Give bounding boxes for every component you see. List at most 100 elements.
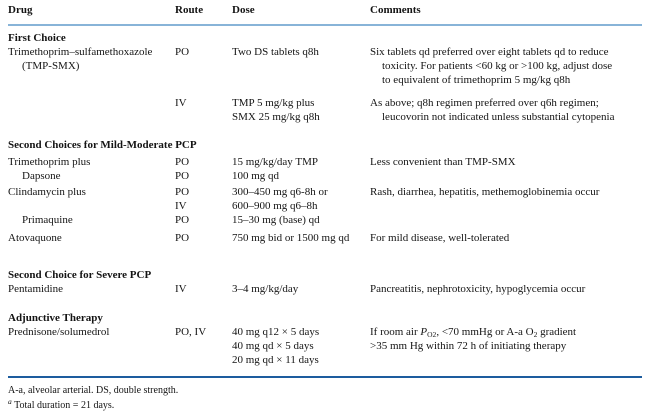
drug-name: Clindamycin plus xyxy=(8,186,86,198)
drug-name-abbrev: (TMP-SMX) xyxy=(22,60,80,72)
comment-line: If room air PO2, <70 mmHg or A-a O2 grad… xyxy=(370,325,642,339)
route-value: PO xyxy=(175,170,190,182)
route-cell: IV xyxy=(175,282,232,296)
dose-line: 20 mg qd × 11 days xyxy=(232,354,319,366)
drug-cell: Dapsone xyxy=(8,169,175,183)
comments-cell: As above; q8h regimen preferred over q6h… xyxy=(370,96,642,124)
comments-cell: For mild disease, well-tolerated xyxy=(370,231,642,245)
section-second-mild: Second Choices for Mild-Moderate PCP Tri… xyxy=(8,138,642,245)
footnote-a-text: Total duration = 21 days. xyxy=(11,400,115,411)
route-cell: PO xyxy=(175,231,232,245)
comment-line: Pancreatitis, nephrotoxicity, hypoglycem… xyxy=(370,283,586,295)
route-value: PO xyxy=(175,156,190,168)
route-value: IV xyxy=(175,283,187,295)
dose-line: SMX 25 mg/kg q8h xyxy=(232,111,320,123)
dose-line: 40 mg qd × 5 days xyxy=(232,340,314,352)
route-value: PO xyxy=(175,186,190,198)
section-first-choice: First Choice Trimethoprim–sulfamethoxazo… xyxy=(8,31,642,124)
comment-line: As above; q8h regimen preferred over q6h… xyxy=(370,97,599,109)
dose-cell: 3–4 mg/kg/day xyxy=(232,282,370,296)
col-header-drug: Drug xyxy=(8,4,33,16)
o2-subscript: 2 xyxy=(533,330,538,339)
table-row-pentamidine: Pentamidine IV 3–4 mg/kg/day Pancreatiti… xyxy=(8,282,642,296)
table-row-prednisone: Prednisone/solumedrol PO, IV 40 mg q12 ×… xyxy=(8,325,642,367)
comments-cell: Rash, diarrhea, hepatitis, methemoglobin… xyxy=(370,185,642,213)
route-value: PO xyxy=(175,46,190,58)
drug-cell: Atovaquone xyxy=(8,231,175,245)
comment-text: If room air xyxy=(370,326,421,338)
dose-line: Two DS tablets q8h xyxy=(232,46,319,58)
dose-line: 100 mg qd xyxy=(232,170,280,182)
comments-cell xyxy=(370,169,642,183)
drug-name: Primaquine xyxy=(22,214,73,226)
comment-line: Less convenient than TMP-SMX xyxy=(370,156,516,168)
dose-cell: 40 mg q12 × 5 days 40 mg qd × 5 days 20 … xyxy=(232,325,370,367)
dose-line: 40 mg q12 × 5 days xyxy=(232,326,320,338)
section-title-adjunctive: Adjunctive Therapy xyxy=(8,312,103,324)
footnote-a-marker: a xyxy=(8,397,12,406)
drug-cell xyxy=(8,96,175,124)
drug-cell: Clindamycin plus xyxy=(8,185,175,213)
table-row-dapsone: Dapsone PO 100 mg qd xyxy=(8,169,642,183)
route-value: PO, IV xyxy=(175,326,207,338)
route-cell: PO IV xyxy=(175,185,232,213)
comment-line: Six tablets qd preferred over eight tabl… xyxy=(370,46,609,58)
footnotes: A-a, alveolar arterial. DS, double stren… xyxy=(8,383,642,413)
dose-cell: Two DS tablets q8h xyxy=(232,45,370,87)
drug-name: Dapsone xyxy=(22,170,61,182)
section-title-second-severe: Second Choice for Severe PCP xyxy=(8,269,152,281)
comment-line: to equivalent of trimethoprim 5 mg/kg q8… xyxy=(382,74,571,86)
route-cell: PO xyxy=(175,169,232,183)
route-cell: IV xyxy=(175,96,232,124)
route-value: IV xyxy=(175,97,187,109)
comment-text: gradient xyxy=(537,326,577,338)
dose-cell: 300–450 mg q6-8h or 600–900 mg q6–8h xyxy=(232,185,370,213)
dose-line: 3–4 mg/kg/day xyxy=(232,283,299,295)
comment-line: leucovorin not indicated unless substant… xyxy=(382,111,615,123)
dose-cell: 750 mg bid or 1500 mg qd xyxy=(232,231,370,245)
header-rule xyxy=(8,24,642,26)
drug-name: Trimethoprim plus xyxy=(8,156,91,168)
po2-subscript: O2 xyxy=(427,330,437,339)
dose-line: 15 mg/kg/day TMP xyxy=(232,156,318,168)
comment-line: Rash, diarrhea, hepatitis, methemoglobin… xyxy=(370,186,600,198)
footnote-abbreviations: A-a, alveolar arterial. DS, double stren… xyxy=(8,385,179,396)
comment-line: toxicity. For patients <60 kg or >100 kg… xyxy=(382,60,613,72)
comment-text: , <70 mmHg or A-a O xyxy=(436,326,534,338)
col-header-comments: Comments xyxy=(370,4,421,16)
dose-cell: 15–30 mg (base) qd xyxy=(232,213,370,227)
drug-name: Atovaquone xyxy=(8,232,62,244)
table-row-primaquine: Primaquine PO 15–30 mg (base) qd xyxy=(8,213,642,227)
comments-cell: Six tablets qd preferred over eight tabl… xyxy=(370,45,642,87)
drug-name: Prednisone/solumedrol xyxy=(8,326,110,338)
dose-line: 750 mg bid or 1500 mg qd xyxy=(232,232,350,244)
dose-line: 300–450 mg q6-8h or xyxy=(232,186,328,198)
drug-cell: Prednisone/solumedrol xyxy=(8,325,175,367)
comments-cell xyxy=(370,213,642,227)
footnote-duration: a Total duration = 21 days. xyxy=(8,398,642,413)
comment-line: For mild disease, well-tolerated xyxy=(370,232,510,244)
section-title-second-mild: Second Choices for Mild-Moderate PCP xyxy=(8,139,197,151)
col-header-route: Route xyxy=(175,4,204,16)
table-row-trimethoprim: Trimethoprim plus PO 15 mg/kg/day TMP Le… xyxy=(8,155,642,169)
route-cell: PO, IV xyxy=(175,325,232,367)
drug-cell: Primaquine xyxy=(8,213,175,227)
col-header-dose: Dose xyxy=(232,4,255,16)
section-second-severe: Second Choice for Severe PCP Pentamidine… xyxy=(8,268,642,296)
table-row-tmp-smx-iv: IV TMP 5 mg/kg plus SMX 25 mg/kg q8h As … xyxy=(8,96,642,124)
drug-name: Pentamidine xyxy=(8,283,63,295)
comment-line: >35 mm Hg within 72 h of initiating ther… xyxy=(370,340,567,352)
dose-line: TMP 5 mg/kg plus xyxy=(232,97,315,109)
table-row-atovaquone: Atovaquone PO 750 mg bid or 1500 mg qd F… xyxy=(8,231,642,245)
table-header-row: Drug Route Dose Comments xyxy=(8,3,642,17)
drug-name: Trimethoprim–sulfamethoxazole xyxy=(8,46,153,58)
route-cell: PO xyxy=(175,45,232,87)
comments-cell: Less convenient than TMP-SMX xyxy=(370,155,642,169)
table-row-tmp-smx-po: Trimethoprim–sulfamethoxazole (TMP-SMX) … xyxy=(8,45,642,87)
table-row-clindamycin: Clindamycin plus PO IV 300–450 mg q6-8h … xyxy=(8,185,642,213)
route-value: PO xyxy=(175,232,190,244)
dose-cell: 100 mg qd xyxy=(232,169,370,183)
dose-cell: 15 mg/kg/day TMP xyxy=(232,155,370,169)
route-cell: PO xyxy=(175,155,232,169)
